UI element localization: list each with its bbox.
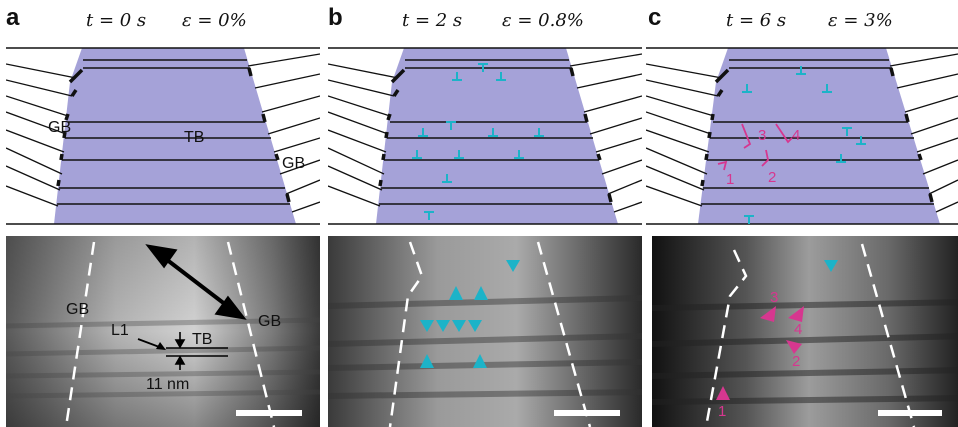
tem-number-4: 4 — [794, 321, 802, 338]
magenta-markers — [716, 306, 804, 400]
panel-c: c t = 6 s ε = 3% — [646, 0, 958, 427]
strain-label: ε = 0% — [182, 10, 247, 31]
left-grain-lines — [646, 63, 723, 207]
grain-polygon — [54, 48, 296, 224]
strain-label: ε = 3% — [828, 10, 893, 31]
dislocation-traces — [717, 123, 793, 171]
dislocation-symbols — [412, 63, 544, 220]
panel-b: b t = 2 s ε = 0.8% — [326, 0, 646, 427]
gb-left-label: GB — [48, 119, 71, 136]
tem-gb-left-label: GB — [66, 301, 89, 318]
tem-number-3: 3 — [770, 289, 778, 306]
spacing-arrows — [174, 332, 186, 370]
dislocation-number-3: 3 — [758, 127, 766, 144]
gb-right-label: GB — [282, 155, 305, 172]
boundary-steps — [700, 67, 934, 203]
left-grain-lines — [328, 63, 399, 207]
twin-boundaries — [328, 47, 642, 225]
panel-letter: c — [648, 4, 662, 31]
micrograph-background — [328, 236, 642, 427]
tem-number-1: 1 — [718, 403, 726, 420]
dislocation-number-4: 4 — [792, 127, 800, 144]
gb-dashed-lines — [64, 241, 276, 427]
loading-direction-arrow — [145, 244, 247, 320]
left-grain-lines — [6, 63, 77, 207]
tem-number-2: 2 — [792, 353, 800, 370]
time-label: t = 6 s — [726, 10, 787, 31]
strain-label: ε = 0.8% — [502, 10, 584, 31]
time-label: t = 0 s — [86, 10, 147, 31]
schematic — [328, 47, 642, 225]
dislocation-markers — [420, 260, 520, 368]
right-grain-lines — [569, 53, 642, 213]
tem-dislocation-numbers: 3 4 2 1 — [718, 289, 802, 420]
panel-letter: a — [6, 4, 20, 31]
tem-image: GB GB L1 TB 11 nm — [6, 236, 320, 427]
time-label: t = 2 s — [402, 10, 463, 31]
tem-gb-right-label: GB — [258, 313, 281, 330]
right-grain-lines — [247, 53, 320, 213]
twin-bands — [652, 299, 958, 405]
dislocation-number-2: 2 — [768, 169, 776, 186]
tem-image — [328, 236, 642, 427]
boundary-steps — [378, 67, 613, 203]
tem-tb-label: TB — [192, 331, 212, 348]
twin-bands — [6, 317, 320, 399]
micrograph-background — [652, 236, 958, 427]
tb-label: TB — [184, 129, 204, 146]
l1-label: L1 — [111, 322, 129, 339]
dislocation-symbols — [742, 66, 866, 224]
dislocation-marker — [824, 260, 838, 272]
spacing-label: 11 nm — [146, 376, 189, 393]
twin-boundaries — [6, 47, 320, 225]
right-grain-lines — [889, 53, 958, 213]
schematic: GB TB GB — [6, 47, 320, 225]
gb-dashed-lines — [388, 241, 592, 427]
panel-a: a t = 0 s ε = 0% — [0, 0, 320, 427]
gb-dashed-lines — [704, 243, 916, 427]
schematic: 1 2 3 4 — [646, 47, 958, 225]
dislocation-number-1: 1 — [726, 171, 734, 188]
grain-polygon — [698, 48, 940, 224]
twin-boundaries — [646, 47, 958, 225]
tem-image: 3 4 2 1 — [652, 236, 958, 427]
dislocation-numbers: 1 2 3 4 — [726, 127, 800, 188]
panel-letter: b — [328, 4, 343, 31]
boundary-steps — [56, 67, 291, 203]
